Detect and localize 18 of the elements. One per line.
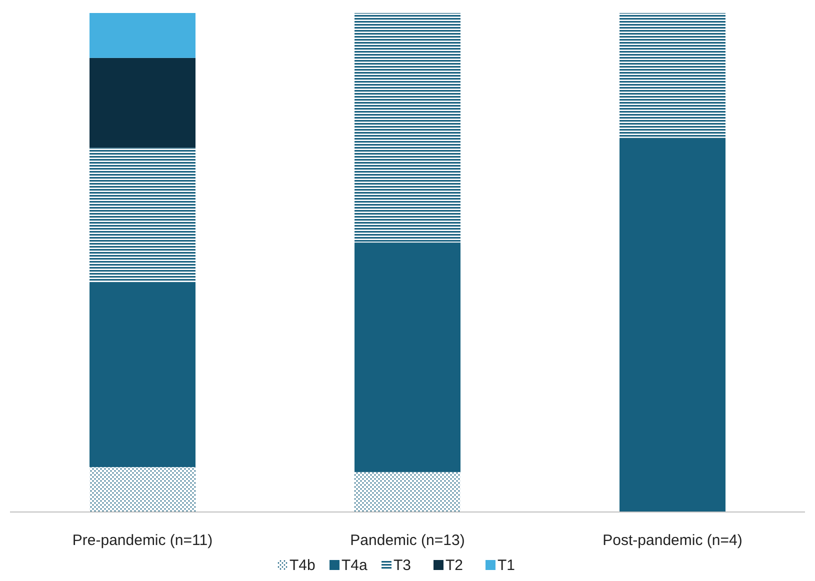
bar (90, 282, 196, 468)
legend-label: T1 (498, 557, 516, 574)
bar (90, 13, 196, 58)
x-tick-label: Pre-pandemic (n=11) (72, 532, 213, 549)
x-tick-label: Pandemic (n=13) (350, 532, 465, 549)
bar (90, 467, 196, 512)
bar (620, 138, 726, 512)
x-tick-label: Post-pandemic (n=4) (602, 532, 742, 549)
bar (90, 148, 196, 282)
legend-label: T2 (446, 557, 464, 574)
bar (354, 472, 460, 512)
bar (354, 242, 460, 472)
legend-label: T4a (342, 557, 368, 574)
legend-label: T4b (290, 557, 316, 574)
legend-label: T3 (394, 557, 412, 574)
bar (620, 13, 726, 138)
bar (90, 58, 196, 148)
bar (354, 13, 460, 243)
